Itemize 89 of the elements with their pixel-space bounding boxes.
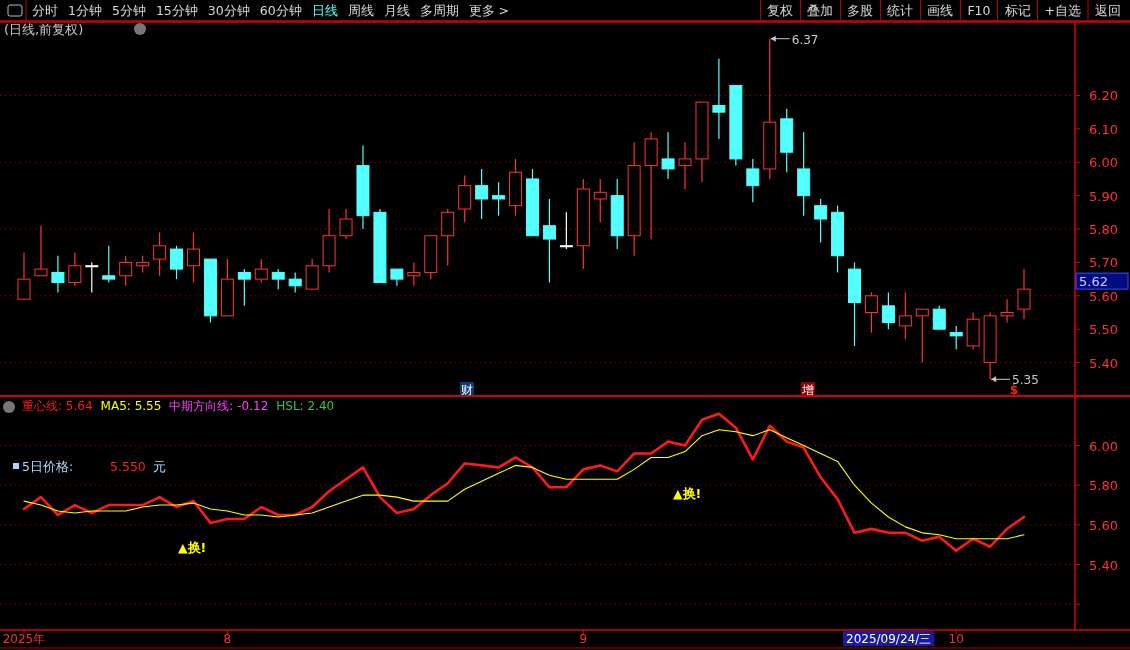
candlestick <box>881 291 895 330</box>
text: 多周期 <box>419 3 459 18</box>
candlestick <box>814 198 828 243</box>
candlestick <box>712 58 726 140</box>
text: F10 <box>967 3 991 18</box>
candlestick <box>288 271 302 294</box>
candlestick <box>746 158 760 203</box>
candlestick <box>1000 298 1014 324</box>
text: 复权 <box>767 3 794 18</box>
y-tick-label: 6.20 <box>1089 88 1118 104</box>
annotation: 6.37 <box>791 32 819 47</box>
candlestick <box>932 305 946 330</box>
candlestick <box>170 245 184 280</box>
y-tick-label: 5.60 <box>1089 517 1118 533</box>
text: 60分钟 <box>259 3 302 18</box>
candlestick <box>68 251 82 287</box>
text: 周线 <box>347 3 374 18</box>
text: 5.62 <box>1079 274 1108 290</box>
text: 1分钟 <box>68 3 102 18</box>
candlestick <box>949 325 963 350</box>
candlestick <box>153 231 167 277</box>
text: 30分钟 <box>207 3 250 18</box>
annotation: 中期方向线: -0.12 <box>169 399 269 413</box>
candlestick <box>102 245 116 284</box>
text: 日线 <box>311 3 338 18</box>
annotation: 5日价格: <box>22 459 74 474</box>
candlestick <box>441 208 455 267</box>
candlestick <box>559 211 573 250</box>
candlestick <box>407 261 421 287</box>
candlestick <box>678 141 692 190</box>
candlestick <box>898 291 912 340</box>
y-tick-label: 5.50 <box>1089 322 1118 338</box>
text: 多股 <box>847 3 874 18</box>
y-tick-label: 5.80 <box>1089 478 1118 494</box>
candlestick <box>1017 268 1031 320</box>
candlestick <box>305 258 319 290</box>
candlestick <box>119 255 133 287</box>
candlestick <box>34 225 48 277</box>
y-tick-label: 5.80 <box>1089 222 1118 238</box>
x-tick-label: 8 <box>223 632 232 646</box>
annotation: 5.550 <box>110 459 146 474</box>
x-tick-label: 10 <box>948 632 964 646</box>
x-tick-label: 2025年 <box>2 632 46 646</box>
text: 标记 <box>1003 3 1031 18</box>
y-tick-label: 6.00 <box>1089 155 1118 171</box>
text: 15分钟 <box>155 3 198 18</box>
y-tick-label: 5.60 <box>1089 288 1118 304</box>
candlestick <box>458 175 472 223</box>
text: 返回 <box>1095 3 1121 18</box>
annotation: HSL: 2.40 <box>276 399 335 413</box>
candlestick <box>339 208 353 240</box>
y-tick-label: 5.40 <box>1089 355 1118 371</box>
candlestick <box>271 268 285 290</box>
candlestick <box>864 291 878 334</box>
candlestick <box>492 181 506 217</box>
candlestick <box>51 255 65 294</box>
annotation: ▲换! <box>178 540 207 555</box>
y-tick-label: 5.70 <box>1089 255 1118 271</box>
text: 统计 <box>887 3 914 18</box>
text: 重心线: 5.64 <box>22 399 93 413</box>
text: 叠加 <box>807 3 834 18</box>
text: 分时 <box>32 3 58 18</box>
candlestick <box>85 261 99 294</box>
candlestick <box>237 268 251 307</box>
candlestick <box>661 131 675 180</box>
candlestick <box>186 231 200 284</box>
annotation: 元 <box>153 459 166 474</box>
candlestick <box>542 198 556 284</box>
annotation: ▲换! <box>673 486 702 501</box>
text: 更多 > <box>468 3 510 18</box>
candlestick <box>915 308 929 364</box>
y-tick-label: 6.00 <box>1089 438 1118 454</box>
chart-title: (日线,前复权) <box>4 22 84 37</box>
candlestick <box>254 258 268 284</box>
candlestick <box>593 178 607 223</box>
text: 月线 <box>383 3 410 18</box>
text: 画线 <box>927 3 954 18</box>
x-tick-label: 9 <box>579 632 588 646</box>
annotation: 增 <box>801 383 814 397</box>
text: +自选 <box>1044 3 1081 18</box>
candlestick <box>475 168 489 220</box>
y-tick-label: 5.90 <box>1089 188 1118 204</box>
candlestick <box>17 251 31 300</box>
text: 5分钟 <box>111 3 146 18</box>
annotation: 财 <box>461 383 473 397</box>
y-tick-label: 5.40 <box>1089 557 1118 573</box>
text: 2025/09/24/三 <box>846 632 932 646</box>
y-tick-label: 6.10 <box>1089 121 1118 137</box>
text: MA5: 5.55 <box>100 399 162 413</box>
